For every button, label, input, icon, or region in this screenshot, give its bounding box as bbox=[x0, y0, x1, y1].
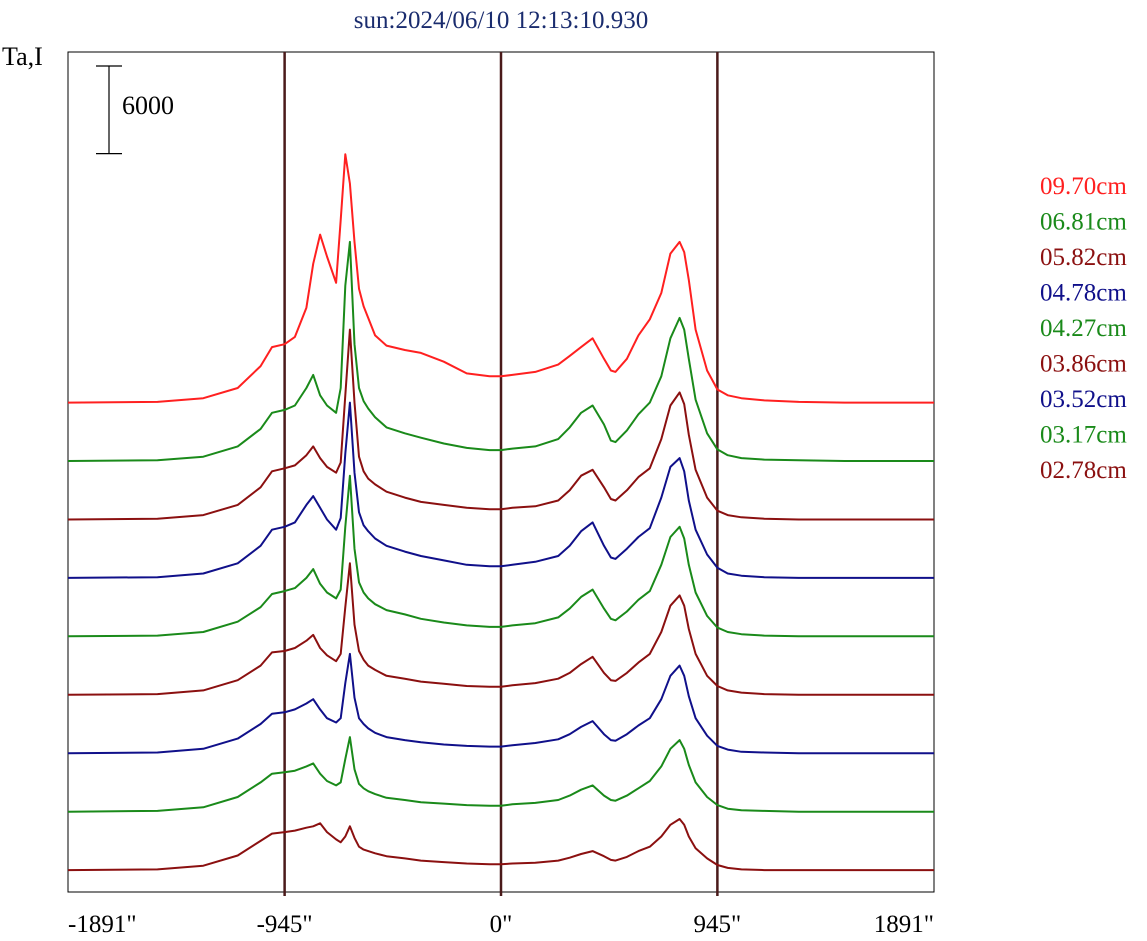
legend: 09.70cm 06.81cm 05.82cm 04.78cm 04.27cm 03.86… bbox=[1040, 173, 1127, 484]
chart-title: sun:2024/06/10 12:13:10.930 bbox=[354, 7, 648, 34]
legend-entry: 04.27cm bbox=[1040, 315, 1127, 342]
legend-entry: 03.86cm bbox=[1040, 351, 1127, 378]
scale-bar: 6000 bbox=[96, 65, 174, 155]
series-line-03.52cm bbox=[67, 652, 934, 755]
series-line-04.78cm bbox=[67, 401, 934, 579]
series-line-02.78cm bbox=[67, 818, 934, 872]
x-tick-label: 0" bbox=[490, 911, 513, 938]
legend-entry: 03.52cm bbox=[1040, 386, 1127, 413]
legend-entry: 05.82cm bbox=[1040, 244, 1127, 271]
series-line-03.17cm bbox=[67, 736, 934, 813]
vertical-reference-lines bbox=[283, 52, 719, 896]
legend-entry: 04.78cm bbox=[1040, 280, 1127, 307]
legend-entry: 03.17cm bbox=[1040, 422, 1127, 449]
y-axis-label: Ta,I bbox=[2, 42, 43, 71]
legend-entry: 02.78cm bbox=[1040, 457, 1127, 484]
x-tick-label: -945" bbox=[257, 911, 313, 938]
series-line-04.27cm bbox=[67, 474, 934, 638]
legend-entry: 06.81cm bbox=[1040, 209, 1127, 236]
x-tick-labels: -1891" -945" 0" 945" 1891" bbox=[68, 911, 934, 938]
series-line-05.82cm bbox=[67, 328, 934, 521]
legend-entry: 09.70cm bbox=[1040, 173, 1127, 200]
scale-bar-label: 6000 bbox=[122, 91, 174, 120]
series-line-06.81cm bbox=[67, 240, 934, 462]
series-layer bbox=[67, 153, 934, 872]
series-line-03.86cm bbox=[67, 562, 934, 696]
series-line-09.70cm bbox=[67, 153, 934, 404]
x-tick-label: 945" bbox=[694, 911, 742, 938]
x-tick-label: -1891" bbox=[68, 911, 137, 938]
x-tick-label: 1891" bbox=[874, 911, 934, 938]
